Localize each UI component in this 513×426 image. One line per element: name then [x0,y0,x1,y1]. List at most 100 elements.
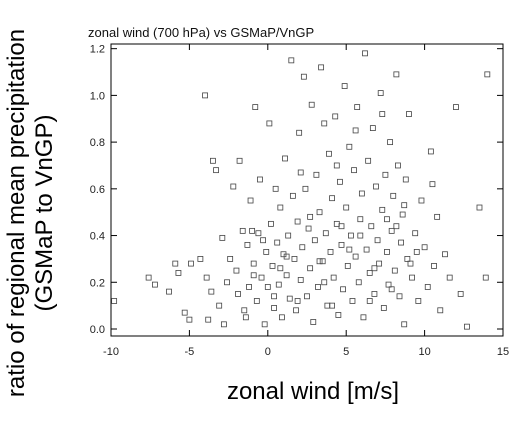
data-point [384,249,390,255]
data-point [288,57,295,64]
data-point [304,293,310,300]
data-point [313,171,320,178]
data-point [427,148,434,155]
data-point [358,190,365,197]
data-point [476,204,483,211]
data-point [224,279,230,286]
data-point [366,270,373,276]
data-point [188,260,194,267]
data-point [316,258,323,265]
data-point [332,113,339,120]
data-point [318,64,325,71]
data-point [220,321,227,328]
y-axis-label-line-1: ratio of regional mean precipitation [3,29,30,397]
data-point [216,302,223,309]
data-point [279,314,285,321]
data-point [210,157,216,164]
data-point [264,284,271,290]
data-point [294,298,301,304]
data-point [255,230,262,237]
y-axis-label: ratio of regional mean precipitation (GS… [3,29,58,397]
data-point [197,256,204,262]
data-point [429,181,436,188]
data-point [333,220,340,227]
data-point [213,167,219,174]
data-point [277,204,284,211]
data-point [442,251,448,258]
data-point [369,125,376,131]
data-point [316,209,323,216]
data-point [252,104,259,110]
data-point [373,183,379,190]
data-point [355,279,362,286]
data-point [261,321,268,328]
data-point [242,314,249,321]
data-point [340,286,346,293]
x-axis-label: zonal wind [m/s] [227,378,399,405]
data-point [484,71,491,78]
data-point [335,312,342,318]
data-point [305,225,312,232]
data-point [247,197,254,204]
data-point [437,307,444,314]
data-point [326,150,332,157]
data-point [379,206,386,213]
data-point [391,267,398,274]
data-point [382,171,389,178]
data-point [277,265,284,272]
data-point [208,288,215,295]
data-point [371,291,378,297]
data-point [398,239,404,246]
data-point [368,223,375,230]
data-point [341,83,348,89]
data-point [388,227,395,234]
data-point [384,216,390,223]
data-point [376,260,383,267]
data-point [366,298,373,304]
data-point [275,281,282,288]
data-point [407,260,414,267]
data-point [249,227,256,234]
data-point [271,305,277,311]
y-tick-label: 0.6 [90,184,105,196]
data-point [219,234,226,241]
data-point [324,302,331,309]
data-point [446,274,453,281]
data-point [371,265,378,272]
y-tick-label: 0.8 [90,137,105,149]
data-point [230,183,237,190]
data-point [327,249,334,255]
y-tick-label: 1.0 [90,90,105,102]
data-point [205,316,212,323]
data-point [272,185,279,192]
data-point [395,162,401,169]
data-point [346,143,353,150]
data-point [360,314,367,321]
data-point [365,157,372,164]
data-point [413,249,420,255]
x-tick-label: 0 [265,346,271,358]
data-point [362,50,368,57]
plot-area-frame [110,43,504,337]
data-point [357,232,364,239]
data-point [293,307,299,314]
data-point [322,230,329,237]
data-point [380,305,387,311]
data-point [349,298,356,304]
data-point [337,178,343,185]
chart-title: zonal wind (700 hPa) vs GSMaP/VnGP [88,25,314,40]
data-point [274,239,281,246]
data-point [464,323,470,330]
data-point [415,298,422,304]
data-point [348,232,354,239]
data-point [241,307,248,314]
data-point [352,253,359,260]
data-point [329,302,335,309]
data-point [404,256,411,262]
y-axis-label-line-2: (GSMaP to VnGP) [31,115,58,312]
data-point [343,204,350,211]
data-point [338,223,345,230]
data-points [111,50,491,330]
data-point [181,309,188,316]
data-point [299,244,306,251]
